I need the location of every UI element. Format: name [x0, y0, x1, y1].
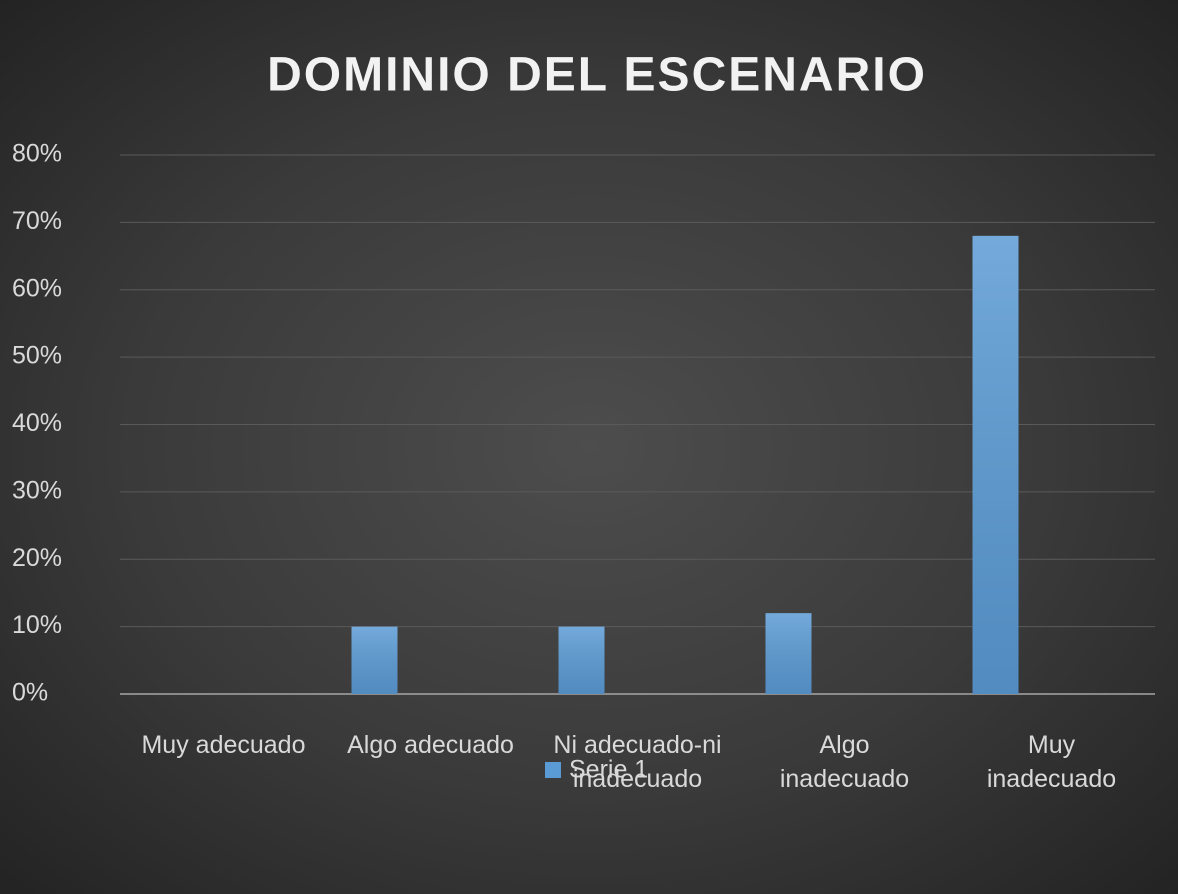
y-tick-label: 50% — [12, 342, 62, 370]
y-tick-label: 20% — [12, 544, 62, 572]
x-tick-label: Muy adecuado — [141, 731, 306, 759]
legend-label: Serie 1 — [569, 756, 648, 784]
legend-swatch — [545, 762, 561, 778]
x-tick-label: Ni adecuado-ni inadecuado — [553, 731, 722, 793]
bar-shade — [351, 626, 398, 694]
y-tick-label: 70% — [12, 207, 62, 235]
bar-shade — [765, 613, 812, 694]
y-tick-label: 40% — [12, 409, 62, 437]
x-tick-label: Muy inadecuado — [986, 731, 1117, 793]
y-tick-label: 80% — [12, 140, 62, 168]
chart-title: DOMINIO DEL ESCENARIO — [267, 49, 927, 102]
y-tick-label: 0% — [12, 679, 48, 707]
bar-shade — [558, 626, 605, 694]
y-tick-label: 60% — [12, 274, 62, 302]
x-tick-label: Algo inadecuado — [779, 731, 910, 793]
y-tick-label: 10% — [12, 611, 62, 639]
y-tick-label: 30% — [12, 476, 62, 504]
bar-shade — [972, 235, 1019, 694]
x-tick-label: Algo adecuado — [347, 731, 514, 759]
